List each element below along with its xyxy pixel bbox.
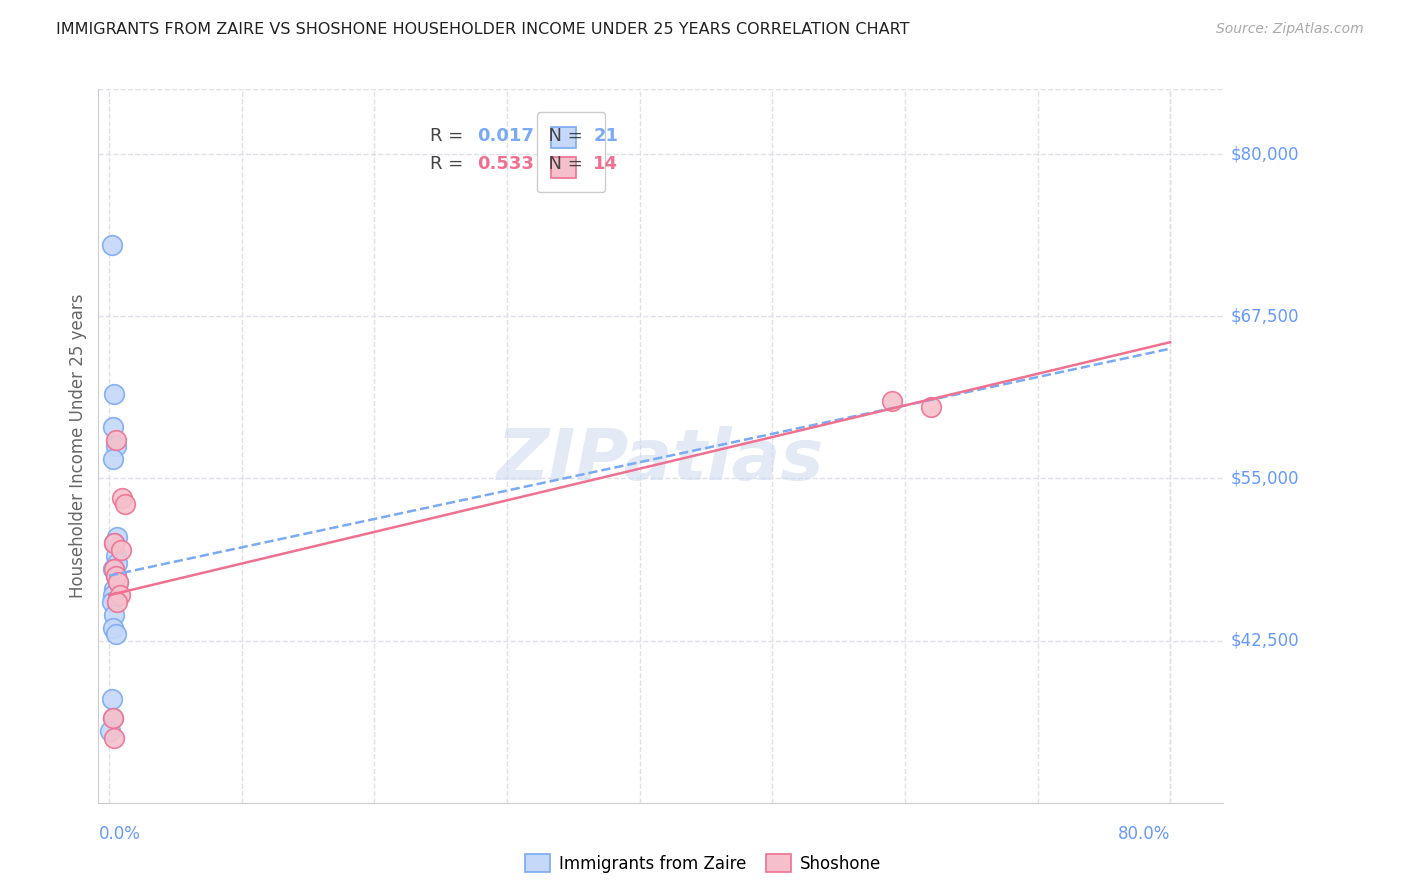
Text: 21: 21 xyxy=(593,127,619,145)
Point xyxy=(103,731,125,745)
Point xyxy=(114,497,136,511)
Point xyxy=(100,595,122,609)
Point xyxy=(100,692,122,706)
Point xyxy=(103,536,125,550)
Legend: , : , xyxy=(537,112,605,192)
Point xyxy=(920,400,942,414)
Point xyxy=(107,575,129,590)
Point xyxy=(104,568,127,582)
Point xyxy=(105,530,128,544)
Point xyxy=(101,621,124,635)
Point xyxy=(101,588,124,602)
Point xyxy=(107,575,129,590)
Point xyxy=(98,724,121,739)
Text: R =: R = xyxy=(430,127,470,145)
Point xyxy=(101,419,124,434)
Point xyxy=(103,387,125,401)
Text: $42,500: $42,500 xyxy=(1230,632,1299,649)
Y-axis label: Householder Income Under 25 years: Householder Income Under 25 years xyxy=(69,293,87,599)
Legend: Immigrants from Zaire, Shoshone: Immigrants from Zaire, Shoshone xyxy=(519,847,887,880)
Point xyxy=(104,433,127,447)
Point xyxy=(108,588,131,602)
Point xyxy=(105,556,128,570)
Point xyxy=(101,452,124,467)
Point xyxy=(110,542,132,557)
Text: ZIPatlas: ZIPatlas xyxy=(498,425,824,495)
Text: 80.0%: 80.0% xyxy=(1118,825,1170,843)
Text: N =: N = xyxy=(537,127,589,145)
Point xyxy=(103,582,125,596)
Point xyxy=(101,562,124,576)
Text: 0.533: 0.533 xyxy=(478,155,534,173)
Point xyxy=(111,491,134,505)
Point xyxy=(104,568,127,582)
Text: 0.017: 0.017 xyxy=(478,127,534,145)
Text: 0.0%: 0.0% xyxy=(98,825,141,843)
Point xyxy=(104,549,127,564)
Text: $80,000: $80,000 xyxy=(1230,145,1299,163)
Point xyxy=(104,627,127,641)
Text: $67,500: $67,500 xyxy=(1230,307,1299,326)
Point xyxy=(101,711,124,725)
Point xyxy=(100,238,122,252)
Text: 14: 14 xyxy=(593,155,619,173)
Point xyxy=(880,393,903,408)
Point xyxy=(105,595,128,609)
Text: $55,000: $55,000 xyxy=(1230,469,1299,487)
Point xyxy=(103,607,125,622)
Point xyxy=(103,562,125,576)
Text: IMMIGRANTS FROM ZAIRE VS SHOSHONE HOUSEHOLDER INCOME UNDER 25 YEARS CORRELATION : IMMIGRANTS FROM ZAIRE VS SHOSHONE HOUSEH… xyxy=(56,22,910,37)
Text: N =: N = xyxy=(537,155,589,173)
Point xyxy=(101,711,124,725)
Text: R =: R = xyxy=(430,155,470,173)
Text: Source: ZipAtlas.com: Source: ZipAtlas.com xyxy=(1216,22,1364,37)
Point xyxy=(104,439,127,453)
Point xyxy=(103,536,125,550)
